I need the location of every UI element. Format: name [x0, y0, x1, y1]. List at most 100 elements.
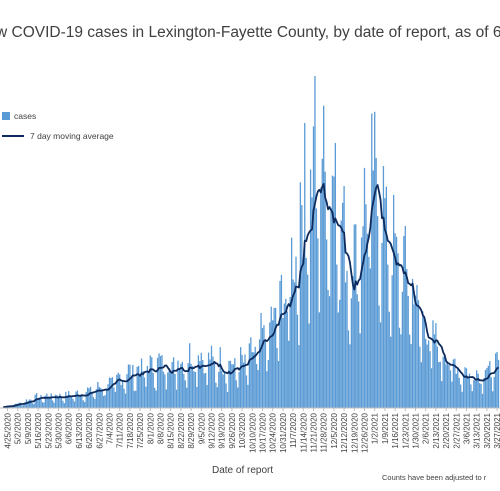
case-bar — [349, 344, 351, 408]
case-bar — [285, 298, 287, 408]
case-bar — [441, 381, 443, 408]
x-tick-label: 12/5/2020 — [330, 412, 339, 448]
case-bar — [241, 354, 243, 408]
case-bar — [129, 364, 131, 408]
case-bar — [140, 358, 143, 408]
case-bar — [446, 361, 449, 408]
case-bar — [97, 382, 99, 408]
case-bar — [24, 402, 26, 408]
case-bar — [120, 384, 122, 408]
case-bar — [181, 361, 184, 408]
case-bar — [28, 399, 31, 408]
case-bar — [168, 368, 170, 408]
x-tick-label: 1/2/2021 — [371, 412, 380, 444]
legend: cases 7 day moving average — [2, 111, 114, 141]
case-bar — [328, 296, 331, 408]
case-bar — [126, 374, 128, 408]
case-bar — [270, 306, 272, 408]
case-bar — [50, 393, 52, 408]
case-bar — [108, 377, 111, 408]
x-tick-label: 6/6/2020 — [65, 412, 74, 444]
case-bar — [238, 371, 240, 408]
case-bar — [206, 384, 208, 408]
case-bar — [222, 374, 224, 408]
case-bar — [149, 355, 151, 408]
case-bar — [248, 343, 251, 408]
x-tick-label: 10/3/2020 — [238, 412, 247, 448]
case-bar — [30, 399, 32, 408]
case-bar — [266, 371, 268, 408]
case-bar — [53, 402, 55, 408]
case-bar — [135, 390, 137, 408]
case-bar — [162, 371, 165, 408]
case-bar — [470, 384, 472, 408]
case-bar — [231, 364, 233, 408]
moving-average-layer — [2, 182, 500, 409]
case-bar — [325, 239, 328, 408]
case-bar — [376, 216, 379, 408]
case-bar — [207, 352, 210, 408]
case-bar — [38, 397, 41, 408]
case-bar — [425, 338, 427, 408]
case-bar — [435, 323, 437, 408]
case-bar — [63, 403, 65, 408]
case-bar — [98, 386, 100, 408]
case-bar — [280, 274, 283, 408]
case-bar — [37, 398, 39, 408]
case-bar — [12, 405, 14, 408]
x-tick-label: 8/1/2020 — [146, 412, 155, 444]
case-bar — [409, 334, 411, 408]
case-bar — [68, 391, 70, 408]
case-bar — [455, 373, 457, 408]
case-bar — [152, 372, 154, 408]
case-bar — [381, 242, 383, 408]
case-bar — [385, 186, 388, 408]
case-bar — [292, 279, 294, 408]
x-tick-label: 7/18/2020 — [126, 412, 135, 448]
case-bar — [89, 386, 92, 408]
x-tick-label: 5/9/2020 — [24, 412, 33, 444]
case-bar — [161, 355, 163, 408]
case-bar — [110, 378, 112, 408]
case-bar — [384, 198, 386, 408]
x-tick-label: 5/16/2020 — [34, 412, 43, 448]
case-bar — [84, 402, 86, 408]
x-tick-label: 8/22/2020 — [177, 412, 186, 448]
case-bar — [493, 376, 495, 408]
case-bar — [339, 299, 341, 408]
x-tick-label: 3/20/2021 — [483, 412, 492, 448]
case-bar — [403, 236, 405, 408]
case-bar — [274, 307, 277, 408]
case-bar — [178, 368, 181, 408]
case-bar — [371, 113, 373, 409]
case-bar — [286, 311, 288, 408]
case-bar — [368, 256, 370, 408]
case-bar — [111, 377, 114, 408]
case-bar — [91, 392, 93, 408]
case-bar — [124, 393, 127, 408]
footnote: Counts have been adjusted to r — [382, 473, 487, 482]
case-bar — [334, 143, 337, 408]
case-bar — [85, 391, 87, 408]
case-bar — [263, 325, 265, 408]
case-bar — [40, 394, 42, 408]
case-bar — [372, 170, 374, 408]
case-bar — [59, 393, 61, 408]
legend-swatch-cases — [2, 112, 10, 120]
case-bar — [225, 383, 227, 408]
case-bar — [199, 361, 201, 408]
x-tick-label: 11/21/2020 — [310, 412, 319, 452]
case-bar — [321, 158, 323, 408]
case-bar — [237, 387, 239, 408]
case-bar — [355, 224, 357, 408]
case-bar — [133, 390, 135, 408]
case-bar — [205, 373, 207, 408]
case-bar — [242, 362, 245, 408]
bars-layer — [2, 76, 500, 409]
case-bar — [136, 366, 138, 408]
case-bar — [454, 358, 456, 408]
case-bar — [449, 370, 452, 408]
x-tick-label: 5/30/2020 — [55, 412, 64, 448]
case-bar — [417, 300, 420, 408]
